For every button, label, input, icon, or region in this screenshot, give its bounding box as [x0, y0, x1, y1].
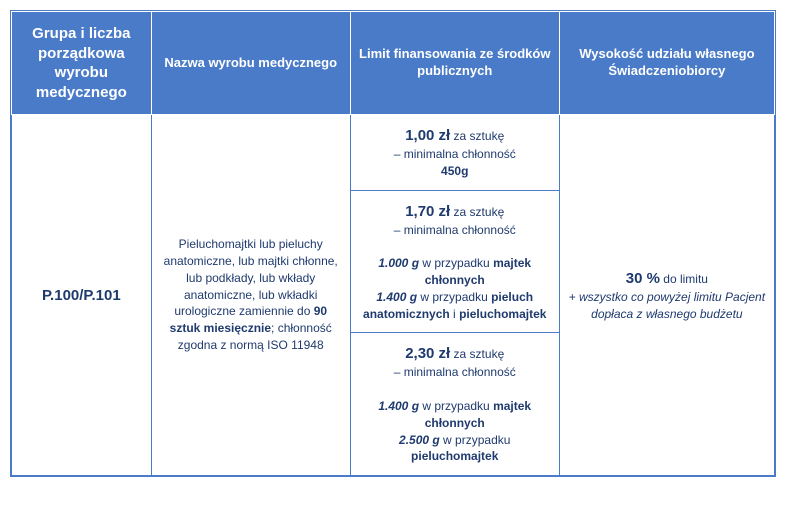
share-limit: do limitu: [660, 272, 708, 286]
l2b-val: 1.400 g: [376, 290, 417, 304]
cell-share: 30 % do limitu + wszystko co powyżej lim…: [559, 115, 774, 476]
l2a-val: 1.000 g: [378, 256, 419, 270]
cell-name: Pieluchomajtki lub pieluchy anatomiczne,…: [151, 115, 350, 476]
cell-limit-2: 1,70 zł za sztukę – minimalna chłonność …: [350, 190, 559, 333]
l3b-rest: w przypadku: [440, 433, 511, 447]
l3a-rest: w przypadku: [419, 399, 493, 413]
price-1: 1,00 zł: [405, 127, 450, 144]
l3b-bold: pieluchomajtek: [411, 449, 498, 463]
pricing-table: Grupa i liczba porządkowa wyrobu medyczn…: [10, 10, 776, 477]
cell-limit-3: 2,30 zł za sztukę – minimalna chłonność …: [350, 333, 559, 476]
share-note: + wszystko co powyżej limitu Pacjent dop…: [569, 290, 765, 321]
header-share: Wysokość udziału własnego Świadczeniobio…: [559, 12, 774, 115]
cell-limit-1: 1,00 zł za sztukę – minimalna chłonność …: [350, 115, 559, 191]
l3b-val: 2.500 g: [399, 433, 440, 447]
table-row: P.100/P.101 Pieluchomajtki lub pieluchy …: [12, 115, 775, 191]
cell-group: P.100/P.101: [12, 115, 152, 476]
name-pre: Pieluchomajtki lub pieluchy anatomiczne,…: [164, 237, 338, 318]
absorb-label-2: – minimalna chłonność: [394, 223, 516, 237]
absorb-label-1: – minimalna chłonność: [394, 147, 516, 161]
header-limit: Limit finansowania ze środków publicznyc…: [350, 12, 559, 115]
l2b-rest2: i: [450, 307, 459, 321]
price-2: 1,70 zł: [405, 203, 450, 220]
l2b-bold2: pieluchomajtek: [459, 307, 546, 321]
absorb-val-1: 450g: [441, 164, 468, 178]
share-pct: 30 %: [626, 270, 660, 287]
price-3: 2,30 zł: [405, 345, 450, 362]
absorb-label-3: – minimalna chłonność: [394, 365, 516, 379]
per-1: za sztukę: [450, 129, 504, 143]
l2b-rest: w przypadku: [417, 290, 491, 304]
header-group: Grupa i liczba porządkowa wyrobu medyczn…: [12, 12, 152, 115]
per-2: za sztukę: [450, 205, 504, 219]
header-name: Nazwa wyrobu medycznego: [151, 12, 350, 115]
table: Grupa i liczba porządkowa wyrobu medyczn…: [11, 11, 775, 476]
l3a-val: 1.400 g: [378, 399, 419, 413]
l2a-rest: w przypadku: [419, 256, 493, 270]
per-3: za sztukę: [450, 347, 504, 361]
header-row: Grupa i liczba porządkowa wyrobu medyczn…: [12, 12, 775, 115]
